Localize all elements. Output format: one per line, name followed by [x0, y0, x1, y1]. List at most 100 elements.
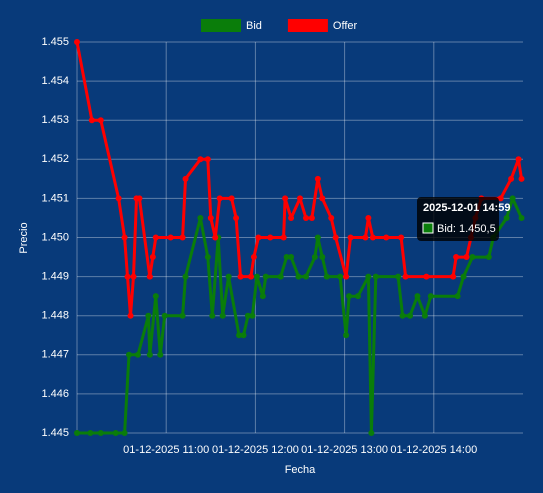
legend-item: Offer — [287, 19, 358, 32]
data-point — [233, 214, 240, 221]
data-point — [414, 293, 421, 300]
data-point — [314, 175, 321, 182]
data-point — [337, 273, 344, 280]
data-point — [311, 254, 318, 261]
y-tick-label: 1.451 — [41, 192, 69, 204]
data-point — [130, 273, 137, 280]
data-point — [343, 332, 350, 339]
data-point — [362, 234, 369, 241]
data-point — [346, 293, 353, 300]
data-point — [323, 273, 330, 280]
data-point — [328, 214, 335, 221]
y-tick-label: 1.447 — [41, 349, 69, 361]
data-point — [259, 293, 266, 300]
data-point — [236, 332, 243, 339]
y-axis-title: Precio — [18, 222, 30, 253]
data-point — [121, 430, 128, 436]
data-point — [244, 312, 251, 319]
legend-swatch — [287, 19, 328, 32]
data-point — [167, 234, 174, 241]
data-point — [347, 234, 354, 241]
data-point — [402, 273, 409, 280]
data-point — [152, 293, 159, 300]
data-point — [383, 234, 390, 241]
y-tick-label: 1.455 — [41, 36, 69, 48]
tooltip-title: 2025-12-01 14:59 — [423, 202, 510, 214]
data-point — [179, 234, 186, 241]
data-point — [427, 293, 434, 300]
y-tick-label: 1.450 — [41, 231, 69, 243]
legend-label: Offer — [333, 20, 358, 32]
data-point — [295, 273, 302, 280]
legend-label: Bid — [246, 20, 262, 32]
data-point — [319, 254, 326, 261]
data-point — [126, 351, 133, 358]
data-point — [485, 254, 492, 261]
data-point — [282, 195, 289, 202]
data-point — [395, 273, 402, 280]
data-point — [124, 273, 131, 280]
data-point — [297, 195, 303, 202]
data-point — [518, 214, 525, 221]
legend-swatch — [201, 19, 241, 32]
y-tick-label: 1.449 — [41, 271, 69, 283]
data-point — [421, 312, 428, 319]
x-tick-label: 01-12-2025 11:00 — [123, 444, 209, 456]
data-point — [74, 430, 80, 436]
data-point — [182, 175, 189, 182]
data-point — [372, 273, 379, 280]
data-point — [354, 293, 361, 300]
data-point — [74, 39, 80, 45]
data-point — [197, 156, 204, 163]
data-point — [250, 254, 257, 261]
data-point — [197, 214, 204, 221]
y-tick-label: 1.453 — [41, 114, 69, 126]
data-point — [161, 312, 168, 319]
data-point — [97, 117, 104, 124]
data-point — [262, 273, 269, 280]
x-tick-label: 01-12-2025 13:00 — [301, 444, 388, 456]
data-point — [398, 234, 405, 241]
tooltip: 2025-12-01 14:59 Bid: 1.450,5 — [417, 197, 510, 241]
data-point — [149, 254, 156, 261]
data-point — [503, 214, 510, 221]
tooltip-box — [417, 197, 499, 241]
data-point — [136, 195, 143, 202]
data-point — [228, 195, 235, 202]
data-point — [319, 195, 326, 202]
data-point — [302, 214, 309, 221]
data-point — [182, 273, 189, 280]
data-point — [255, 234, 262, 241]
y-tick-label: 1.454 — [41, 75, 69, 87]
data-point — [127, 312, 134, 319]
data-point — [225, 273, 232, 280]
x-tick-label: 01-12-2025 12:00 — [212, 444, 299, 456]
data-point — [332, 234, 339, 241]
data-point — [207, 214, 214, 221]
data-point — [277, 273, 284, 280]
data-point — [209, 312, 216, 319]
data-point — [212, 234, 219, 241]
x-tick-label: 01-12-2025 14:00 — [390, 444, 477, 456]
data-point — [365, 214, 372, 221]
data-point — [365, 273, 372, 280]
data-point — [249, 312, 256, 319]
data-point — [423, 273, 430, 280]
data-point — [407, 312, 414, 319]
data-point — [146, 273, 153, 280]
data-point — [87, 430, 94, 436]
tooltip-label: Bid: 1.450,5 — [437, 223, 496, 235]
x-axis-title: Fecha — [285, 464, 316, 476]
data-point — [97, 430, 104, 436]
data-point — [204, 156, 211, 163]
data-point — [453, 254, 460, 261]
data-point — [283, 254, 290, 261]
data-point — [253, 273, 260, 280]
legend-item: Bid — [201, 19, 262, 32]
data-point — [121, 234, 128, 241]
tooltip-swatch — [422, 222, 434, 234]
data-point — [515, 156, 522, 163]
